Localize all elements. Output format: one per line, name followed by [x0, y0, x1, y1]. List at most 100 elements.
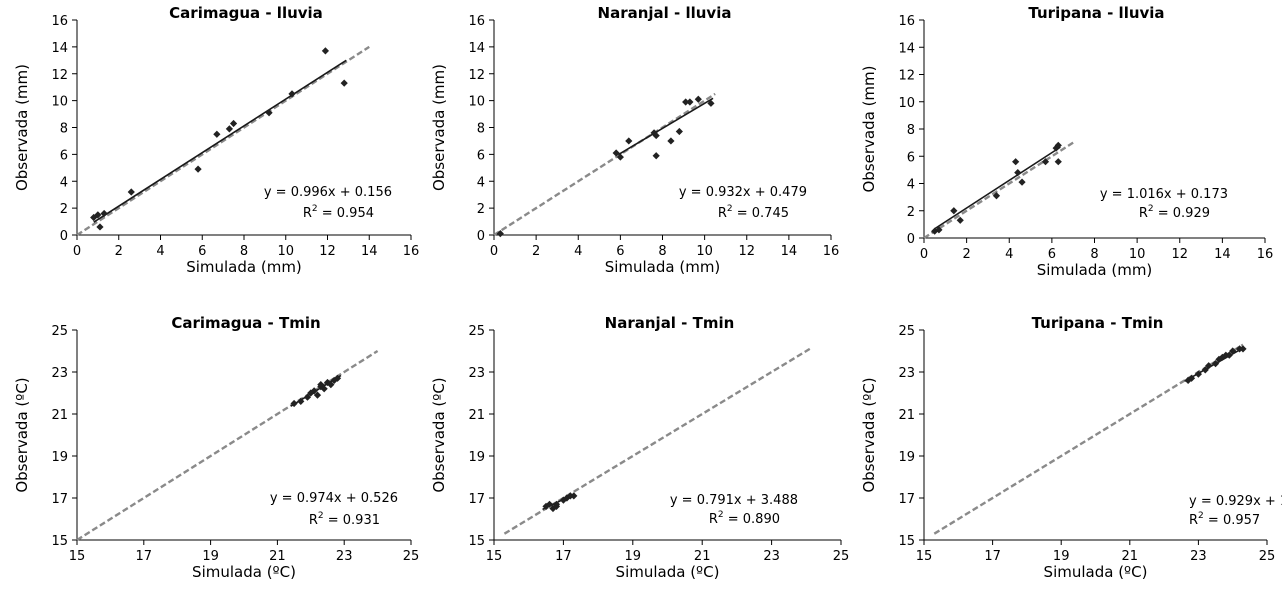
fit-line — [93, 59, 347, 223]
chart-title: Turipana - lluvia — [1028, 4, 1164, 22]
identity-line — [76, 45, 370, 237]
y-tick-label: 14 — [898, 41, 915, 56]
x-tick-label: 25 — [1259, 549, 1276, 564]
data-point — [992, 192, 1001, 200]
data-point — [194, 165, 202, 173]
data-point — [542, 502, 550, 510]
x-tick-label: 0 — [73, 244, 81, 259]
data-point — [96, 223, 104, 231]
y-tick-label: 4 — [907, 178, 915, 193]
x-tick-label: 14 — [361, 244, 378, 259]
fit-line — [934, 146, 1061, 230]
data-point — [313, 391, 322, 399]
data-point — [616, 153, 624, 161]
data-point — [625, 137, 633, 145]
y-tick-label: 19 — [468, 450, 485, 465]
y-tick-label: 25 — [51, 324, 68, 339]
data-point — [100, 209, 108, 218]
x-tick-label: 4 — [1005, 247, 1013, 262]
chart-title: Naranjal - lluvia — [598, 4, 732, 22]
y-tick-label: 12 — [51, 68, 68, 83]
regression-equation: y = 0.974x + 0.526 — [270, 491, 398, 506]
x-tick-label: 16 — [1257, 247, 1274, 262]
y-tick-label: 12 — [468, 68, 485, 83]
data-point — [950, 207, 958, 215]
y-tick-label: 10 — [898, 96, 915, 111]
y-axis-title: Observada (mm) — [430, 64, 448, 191]
data-point — [496, 230, 504, 238]
x-tick-label: 19 — [1053, 549, 1070, 564]
x-tick-label: 21 — [694, 549, 711, 564]
x-tick-label: 23 — [336, 549, 353, 564]
y-tick-label: 0 — [60, 229, 68, 244]
y-tick-label: 19 — [898, 450, 915, 465]
y-tick-label: 15 — [468, 534, 485, 549]
y-tick-label: 8 — [907, 123, 915, 138]
data-point — [297, 397, 305, 405]
data-point — [1054, 141, 1062, 149]
x-tick-label: 23 — [1190, 549, 1207, 564]
chart-title: Carimagua - Tmin — [171, 314, 320, 332]
y-tick-label: 4 — [60, 175, 68, 190]
r-squared-label: R2 = 0.929 — [1139, 204, 1210, 221]
r-squared-label: R2 = 0.745 — [718, 204, 789, 221]
data-point — [694, 95, 702, 103]
data-point — [310, 387, 318, 395]
x-tick-label: 10 — [277, 244, 294, 259]
x-tick-label: 21 — [1122, 549, 1139, 564]
y-tick-label: 8 — [60, 122, 68, 137]
y-tick-label: 2 — [477, 202, 485, 217]
y-tick-label: 17 — [51, 492, 68, 507]
data-point — [552, 502, 561, 510]
x-tick-label: 17 — [136, 549, 153, 564]
data-point — [290, 399, 298, 408]
data-point — [559, 496, 567, 504]
identity-line — [76, 349, 379, 542]
data-point — [686, 98, 694, 106]
x-axis-title: Simulada (ºC) — [1044, 563, 1148, 581]
data-point — [1205, 362, 1213, 370]
data-point — [1239, 345, 1247, 353]
data-point — [652, 131, 660, 140]
x-axis-title: Simulada (mm) — [1037, 261, 1153, 279]
data-point — [317, 381, 325, 389]
x-axis-title: Simulada (ºC) — [192, 563, 296, 581]
y-tick-label: 14 — [468, 41, 485, 56]
data-point — [1041, 158, 1050, 166]
data-point — [321, 47, 330, 55]
data-point — [570, 492, 578, 500]
r-squared-label: R2 = 0.957 — [1189, 511, 1260, 528]
y-tick-label: 8 — [477, 122, 485, 137]
x-tick-label: 15 — [916, 549, 933, 564]
data-point — [327, 381, 335, 389]
x-tick-label: 19 — [625, 549, 642, 564]
data-point — [675, 127, 683, 136]
y-tick-label: 23 — [468, 366, 485, 381]
y-tick-label: 25 — [898, 324, 915, 339]
x-tick-label: 2 — [962, 247, 970, 262]
data-point — [127, 188, 135, 196]
r-squared-label: R2 = 0.931 — [309, 511, 380, 528]
y-tick-label: 23 — [898, 366, 915, 381]
x-tick-label: 4 — [574, 244, 582, 259]
data-point — [288, 90, 296, 98]
data-point — [1012, 158, 1020, 166]
y-tick-label: 6 — [60, 148, 68, 163]
x-tick-label: 4 — [156, 244, 164, 259]
chart-title: Carimagua - lluvia — [169, 4, 323, 22]
x-tick-label: 0 — [920, 247, 928, 262]
y-tick-label: 16 — [468, 14, 485, 29]
data-point — [94, 211, 102, 219]
data-point — [549, 504, 557, 513]
y-tick-label: 25 — [468, 324, 485, 339]
y-tick-label: 4 — [477, 175, 485, 190]
y-tick-label: 15 — [898, 534, 915, 549]
x-tick-label: 8 — [240, 244, 248, 259]
data-point — [667, 137, 675, 145]
y-tick-label: 21 — [468, 408, 485, 423]
